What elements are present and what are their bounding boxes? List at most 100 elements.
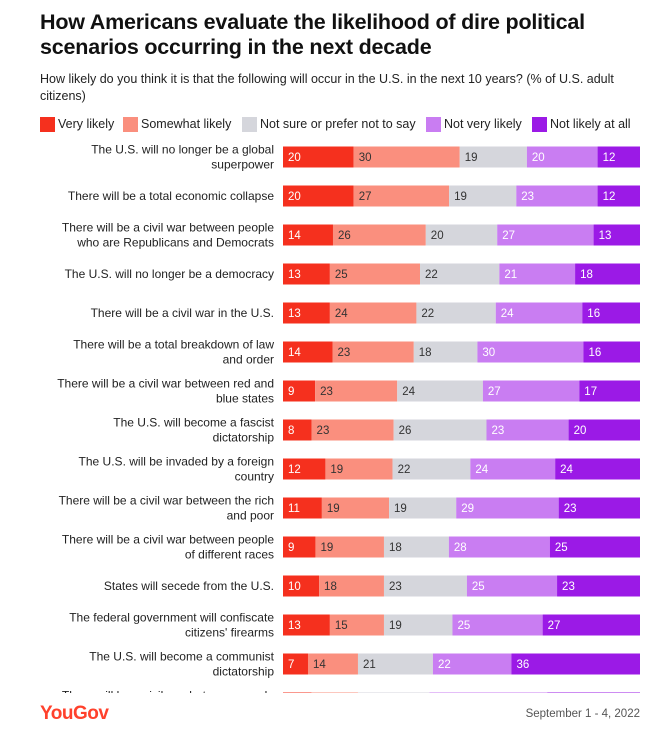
bar-segment: [321, 497, 390, 519]
category-label: The U.S. will no longer be a democracy: [65, 267, 274, 281]
bar-segment: [549, 536, 640, 558]
legend-item-not-very-likely: Not very likely: [426, 115, 522, 133]
data-label: 25: [457, 620, 470, 632]
data-label: 13: [288, 620, 301, 632]
category-label: dictatorship: [213, 431, 275, 445]
bar-segment: [420, 263, 500, 285]
bar-segment: [329, 263, 421, 285]
bar-segment: [393, 419, 487, 441]
legend-swatch-not-very-likely: [426, 116, 441, 132]
bar-segment: [495, 302, 583, 324]
category-label: The U.S. will no longer be a global: [91, 143, 274, 157]
category-label: The U.S. will be invaded by a foreign: [79, 455, 274, 469]
bar-segment: [499, 263, 576, 285]
data-label: 22: [421, 308, 434, 320]
bar-segment: [542, 614, 640, 636]
data-label: 23: [389, 581, 402, 593]
data-label: 10: [288, 581, 301, 593]
data-label: 19: [389, 620, 402, 632]
data-label: 15: [335, 620, 348, 632]
data-label: 20: [532, 152, 545, 164]
chart-subtitle: How likely do you think it is that the f…: [40, 72, 614, 103]
data-label: 19: [327, 503, 340, 515]
bar-segment: [311, 692, 358, 693]
bar-segment: [593, 224, 640, 246]
category-label: The U.S. will become a communist: [89, 650, 274, 664]
data-label: 36: [516, 659, 529, 671]
bar-segment: [583, 341, 640, 363]
bar-segment: [392, 458, 471, 480]
bar-segment: [383, 614, 453, 636]
data-label: 12: [603, 191, 616, 203]
legend-label-not-sure: Not sure or prefer not to say: [260, 117, 416, 131]
data-label: 27: [502, 230, 515, 242]
data-label: 14: [288, 347, 301, 359]
data-label: 27: [359, 191, 372, 203]
data-label: 19: [394, 503, 407, 515]
data-label: 28: [454, 542, 467, 554]
data-label: 7: [288, 659, 294, 671]
category-label: There will be a civil war between red an…: [57, 377, 274, 391]
data-label: 19: [330, 464, 343, 476]
data-label: 27: [488, 386, 501, 398]
data-label: 25: [335, 269, 348, 281]
bar-segment: [315, 536, 384, 558]
data-label: 22: [425, 269, 438, 281]
data-label: 13: [599, 230, 612, 242]
bar-segment: [325, 458, 393, 480]
bar-segment: [449, 185, 517, 207]
bar-segment: [283, 185, 354, 207]
bar-segment: [526, 146, 598, 168]
bar-row: There will be a civil war between people…: [62, 533, 640, 562]
bar-segment: [511, 653, 640, 675]
data-label: 18: [324, 581, 337, 593]
bar-segment: [448, 536, 550, 558]
data-label: 19: [465, 152, 478, 164]
bar-segment: [582, 302, 640, 324]
bar-segment: [597, 185, 640, 207]
bar-segment: [283, 263, 330, 285]
data-label: 24: [475, 464, 488, 476]
bar-segment: [319, 575, 384, 597]
legend-item-not-sure: Not sure or prefer not to say: [242, 115, 416, 133]
bar-segment: [568, 419, 640, 441]
data-label: 22: [398, 464, 411, 476]
bar-segment: [283, 536, 316, 558]
category-label: and poor: [227, 509, 274, 523]
data-label: 23: [564, 503, 577, 515]
data-label: 14: [288, 230, 301, 242]
bar-segment: [283, 146, 354, 168]
data-label: 24: [501, 308, 514, 320]
bar-segment: [283, 341, 333, 363]
bar-segment: [547, 692, 640, 693]
data-label: 20: [288, 191, 301, 203]
bar-segment: [555, 458, 640, 480]
category-label: There will be a civil war between people: [62, 689, 274, 694]
bar-segment: [466, 575, 558, 597]
data-label: 19: [320, 542, 333, 554]
category-label: There will be a civil war between the ri…: [59, 494, 274, 508]
bar-segment: [332, 341, 414, 363]
bar-segment: [383, 575, 467, 597]
bar-segment: [413, 341, 478, 363]
data-label: 18: [389, 542, 402, 554]
bar-row: There will be a civil war in the U.S. 13 2…: [91, 302, 640, 324]
category-label: The federal government will confiscate: [69, 611, 274, 625]
data-label: 12: [603, 152, 616, 164]
chart-title: How Americans evaluate the likelihood of…: [40, 10, 585, 59]
legend-label-somewhat-likely: Somewhat likely: [141, 117, 232, 131]
bar-segment: [283, 497, 322, 519]
data-label: 22: [438, 659, 451, 671]
bar-segment: [579, 380, 640, 402]
data-label: 17: [584, 386, 597, 398]
bar-row: The federal government will confiscateci…: [69, 611, 640, 640]
bar-segment: [283, 419, 312, 441]
data-label: 20: [574, 425, 587, 437]
category-label: who are Republicans and Democrats: [76, 236, 274, 250]
category-label: citizens' firearms: [185, 626, 274, 640]
bar-segment: [482, 380, 580, 402]
category-label: blue states: [216, 392, 274, 406]
bar-segment: [283, 224, 333, 246]
bar-segment: [432, 653, 512, 675]
bar-segment: [283, 575, 320, 597]
